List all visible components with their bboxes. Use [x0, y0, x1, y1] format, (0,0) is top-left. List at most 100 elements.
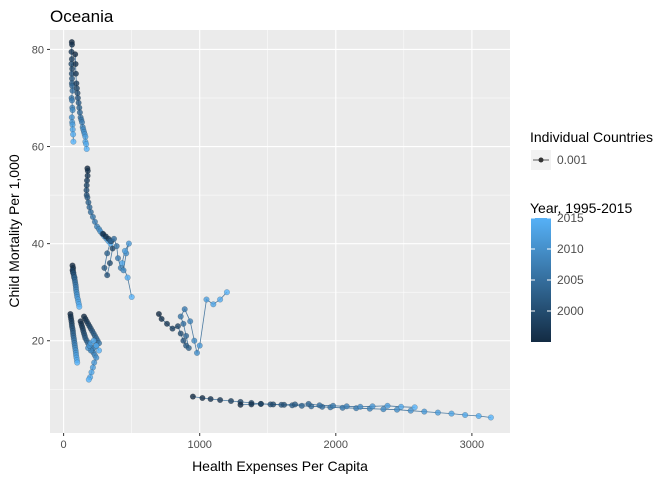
data-point: [462, 412, 469, 418]
data-point: [101, 264, 108, 271]
chart-title: Oceania: [50, 7, 114, 26]
legend-color-title: Year, 1995-2015: [530, 200, 632, 216]
data-point: [475, 413, 482, 419]
legend-colorbar-ticks: 2000 2005 2010 2015: [531, 211, 584, 318]
data-point: [119, 260, 126, 267]
y-axis-label: Child Mortality Per 1,000: [6, 154, 22, 308]
data-point: [104, 250, 111, 257]
data-point: [237, 401, 244, 408]
data-point: [93, 354, 100, 361]
data-point: [68, 56, 75, 63]
data-point: [194, 349, 200, 356]
plot-panel: [50, 30, 510, 433]
data-point: [210, 301, 217, 308]
data-point: [298, 402, 305, 409]
data-point: [120, 267, 127, 274]
data-point: [115, 255, 121, 262]
data-point: [164, 320, 170, 327]
data-point: [155, 311, 162, 317]
data-point: [217, 296, 224, 303]
data-point: [207, 396, 214, 402]
data-point: [196, 342, 203, 349]
data-point: [181, 306, 188, 313]
data-point: [407, 407, 414, 414]
data-point: [411, 404, 418, 411]
data-point: [69, 65, 76, 72]
data-point: [223, 289, 230, 296]
y-tick-label: 20: [32, 336, 44, 348]
data-point: [199, 395, 206, 401]
data-point: [91, 359, 98, 366]
y-tick-label: 40: [32, 239, 44, 251]
data-point: [124, 274, 131, 281]
x-tick-label: 2000: [324, 439, 348, 451]
colorbar-tick-label: 2015: [557, 211, 584, 225]
data-point: [421, 408, 428, 415]
data-point: [128, 294, 135, 300]
data-point: [70, 131, 77, 138]
data-point: [257, 400, 264, 407]
data-point: [158, 315, 165, 322]
data-point: [111, 235, 117, 242]
data-point: [76, 109, 83, 116]
data-point: [270, 401, 277, 408]
colorbar-tick-label: 2005: [557, 273, 584, 287]
data-point: [217, 397, 224, 403]
legend: Individual Countries 0.001 Year, 1995-20…: [530, 129, 653, 342]
data-point: [76, 303, 83, 310]
data-point: [187, 318, 194, 325]
data-point: [174, 323, 181, 330]
data-point: [185, 345, 192, 351]
grid-lines: [50, 30, 510, 433]
data-point: [70, 138, 77, 145]
x-tick-label: 0: [61, 439, 67, 451]
legend-size-entry: 0.001: [557, 153, 587, 167]
data-point: [281, 401, 288, 408]
data-point: [292, 401, 298, 408]
data-point: [69, 41, 75, 48]
data-point: [228, 398, 234, 404]
data-point: [177, 313, 184, 320]
data-point: [384, 402, 391, 409]
data-point: [398, 403, 405, 410]
legend-size-key-point: [538, 157, 544, 163]
data-point: [86, 204, 93, 211]
data-point: [83, 146, 90, 152]
y-tick-label: 80: [32, 44, 44, 56]
data-point: [487, 414, 494, 421]
data-point: [104, 272, 111, 279]
y-tick-label: 60: [32, 142, 44, 154]
data-point: [177, 330, 184, 337]
data-point: [330, 402, 337, 409]
data-point: [343, 403, 350, 410]
data-point: [69, 97, 75, 104]
data-point: [121, 247, 128, 254]
data-point: [380, 406, 387, 413]
colorbar-tick-label: 2010: [557, 242, 584, 256]
data-point: [316, 402, 323, 409]
data-point: [69, 107, 76, 114]
data-point: [203, 296, 210, 303]
data-point: [189, 393, 196, 400]
x-tick-label: 3000: [460, 439, 484, 451]
data-point: [305, 400, 312, 407]
data-point: [191, 337, 198, 344]
axis-ticks: 0 1000 2000 3000 20 40 60 80: [32, 44, 484, 451]
data-point: [88, 369, 95, 376]
x-axis-label: Health Expenses Per Capita: [192, 458, 368, 474]
data-point: [84, 177, 90, 184]
data-point: [84, 194, 91, 201]
data-point: [434, 409, 441, 416]
data-point: [68, 114, 75, 121]
data-point: [69, 126, 76, 133]
data-point: [106, 260, 113, 267]
legend-size-title: Individual Countries: [530, 129, 653, 145]
data-point: [248, 401, 255, 408]
data-point: [72, 61, 79, 67]
data-point: [448, 410, 455, 417]
data-point: [394, 406, 400, 413]
data-point: [125, 240, 132, 247]
data-point: [75, 99, 82, 106]
data-point: [90, 337, 97, 344]
